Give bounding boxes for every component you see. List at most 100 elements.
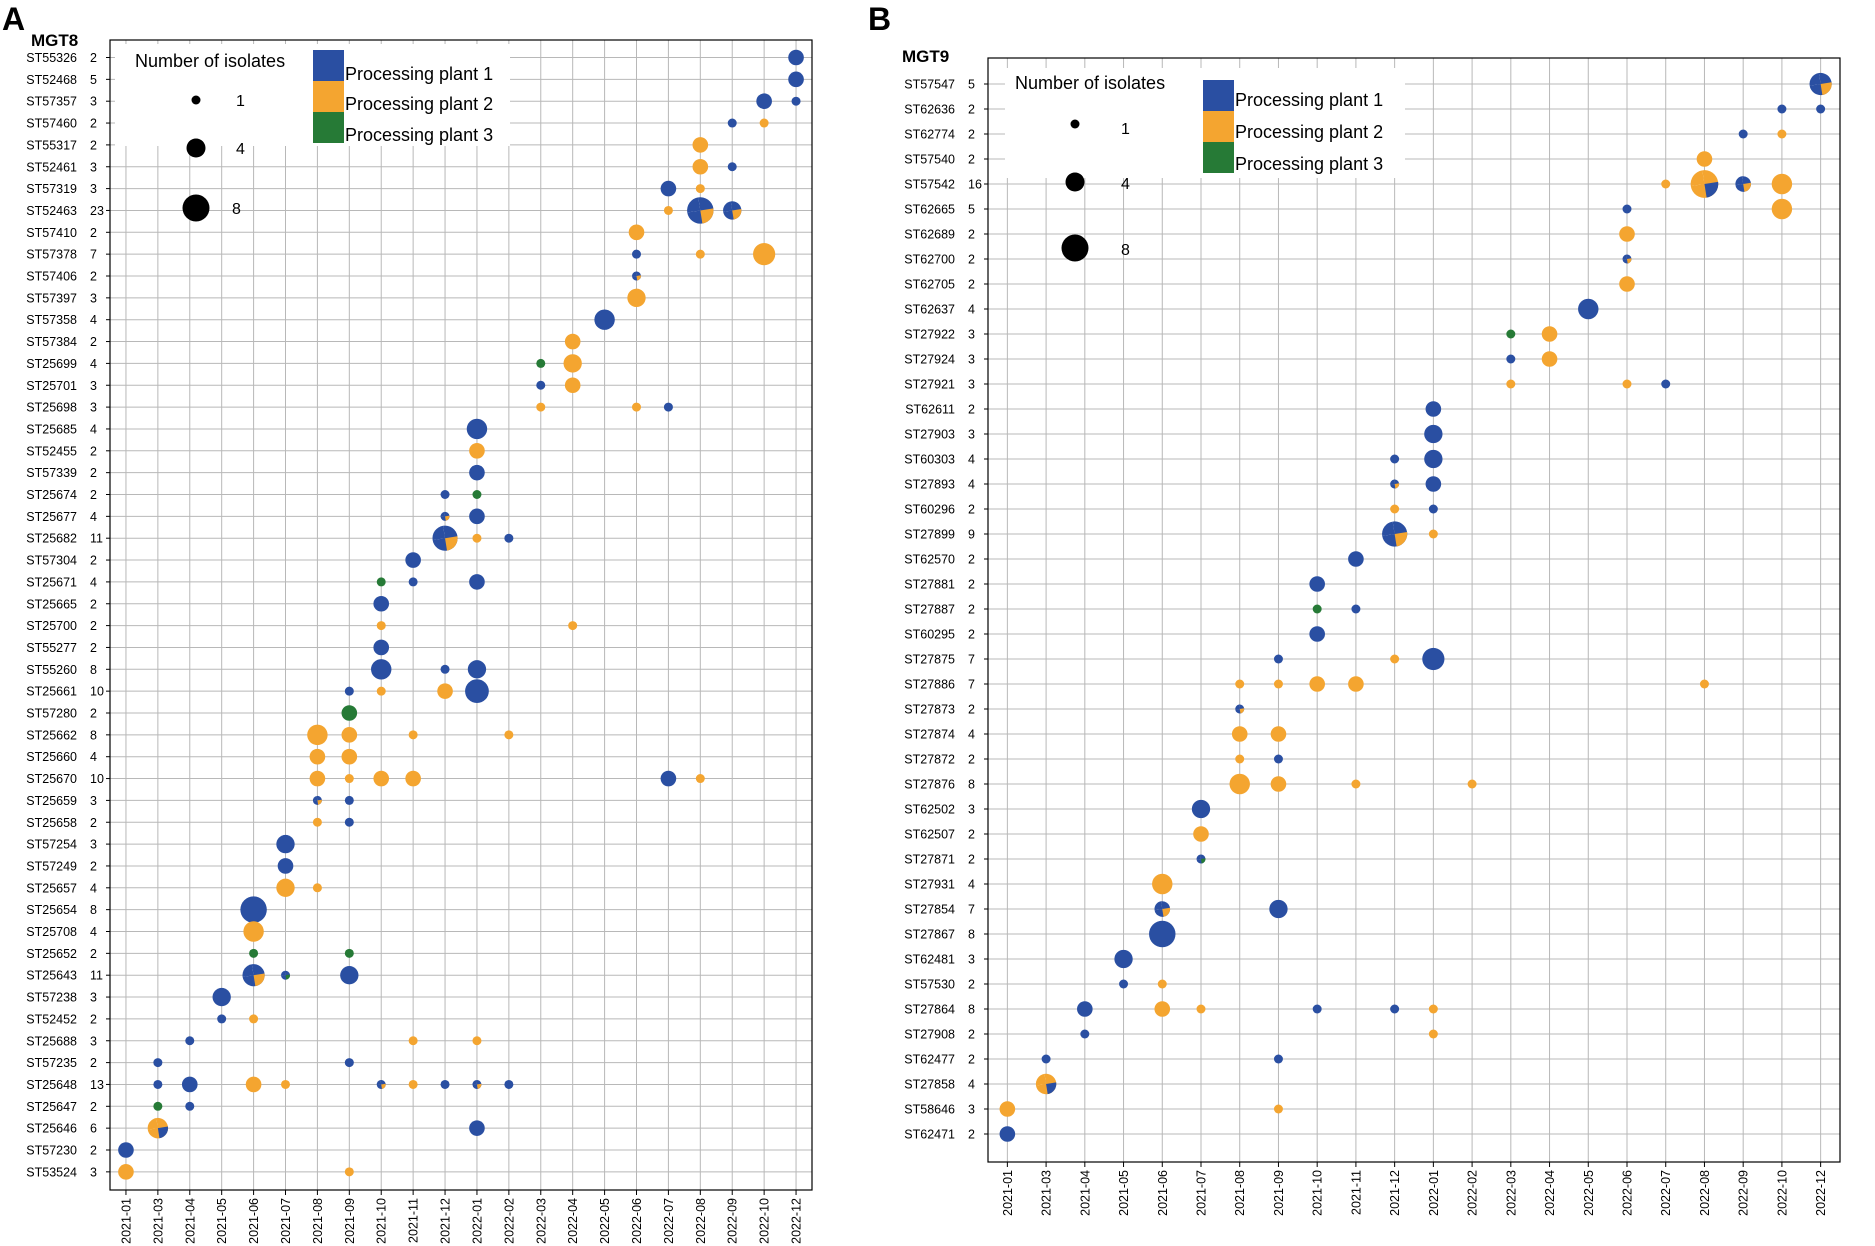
b-xtick-2022-12: 2022-12 bbox=[1814, 1170, 1828, 1216]
a-count-ST55326: 2 bbox=[90, 51, 97, 65]
b-point-ST27872-2021-08 bbox=[1235, 754, 1245, 764]
a-count-ST25685: 4 bbox=[90, 422, 97, 436]
a-point-ST52463-2022-07 bbox=[663, 205, 673, 215]
b-point-ST27871-2021-07-part-2 bbox=[1201, 858, 1206, 864]
b-ytick-ST27908: ST27908 bbox=[904, 1028, 955, 1042]
a-point-ST57357-2022-12 bbox=[791, 96, 801, 106]
a-count-ST25647: 2 bbox=[90, 1100, 97, 1114]
a-count-ST55277: 2 bbox=[90, 641, 97, 655]
a-ytick-ST25658: ST25658 bbox=[26, 816, 77, 830]
b-point-ST57542-2022-09-part-2 bbox=[1743, 182, 1751, 192]
a-point-ST25698-2022-06 bbox=[632, 402, 641, 412]
a-xtick-2021-04: 2021-04 bbox=[183, 1198, 197, 1244]
b-point-ST27921-2022-06 bbox=[1622, 379, 1632, 389]
a-point-ST57406-2022-06-part-1b bbox=[632, 271, 637, 277]
a-point-ST57238-2021-05 bbox=[212, 987, 231, 1007]
b-point-ST27858-2021-03-part-2 bbox=[1046, 1082, 1057, 1095]
a-point-ST25648-2021-11 bbox=[408, 1079, 418, 1089]
a-ytick-ST55326: ST55326 bbox=[26, 51, 77, 65]
b-xtick-2022-02: 2022-02 bbox=[1466, 1170, 1480, 1216]
a-xtick-2021-10: 2021-10 bbox=[375, 1198, 389, 1244]
b-ytick-ST62774: ST62774 bbox=[904, 128, 955, 142]
a-ytick-ST25654: ST25654 bbox=[26, 903, 77, 917]
b-xtick-2022-07: 2022-07 bbox=[1659, 1170, 1673, 1216]
b-ytick-ST27854: ST27854 bbox=[904, 903, 955, 917]
a-xtick-2021-08: 2021-08 bbox=[311, 1198, 325, 1244]
a-ytick-ST52468: ST52468 bbox=[26, 73, 77, 87]
b-ytick-ST62471: ST62471 bbox=[904, 1128, 955, 1142]
legend-b-plant2-label: Processing plant 2 bbox=[1235, 122, 1383, 142]
a-ytick-ST57397: ST57397 bbox=[26, 291, 77, 305]
a-point-ST52455-2022-01 bbox=[469, 443, 485, 459]
a-point-ST57357-2022-10 bbox=[756, 93, 772, 109]
b-point-ST57542-2022-08-part-2 bbox=[1704, 181, 1719, 198]
b-point-ST57542-2022-10 bbox=[1771, 173, 1793, 195]
a-point-ST25661-2022-01 bbox=[465, 679, 489, 704]
a-count-ST25652: 2 bbox=[90, 947, 97, 961]
b-point-ST27871-2021-07 bbox=[1196, 854, 1206, 864]
a-point-ST25699-2022-03 bbox=[536, 358, 546, 368]
b-ytick-ST58646: ST58646 bbox=[904, 1103, 955, 1117]
b-count-ST62611: 2 bbox=[968, 403, 975, 417]
legend-b-plant2-swatch bbox=[1203, 111, 1234, 142]
a-point-ST57460-2022-09 bbox=[727, 118, 737, 128]
a-point-ST52468-2022-12 bbox=[788, 71, 804, 88]
a-ytick-ST25647: ST25647 bbox=[26, 1100, 77, 1114]
a-point-ST25670-2021-11 bbox=[405, 770, 421, 787]
a-point-ST57230-2021-01 bbox=[118, 1142, 134, 1158]
a-point-ST25648-2022-01 bbox=[472, 1079, 482, 1089]
panel-b-letter: B bbox=[868, 1, 891, 37]
b-point-ST27876-2021-09 bbox=[1270, 776, 1287, 792]
a-point-ST52461-2022-08 bbox=[692, 158, 709, 175]
b-ytick-ST62689: ST62689 bbox=[904, 228, 955, 242]
b-point-ST27886-2021-09 bbox=[1273, 679, 1283, 689]
b-point-ST62477-2021-09 bbox=[1273, 1054, 1283, 1064]
a-count-ST57280: 2 bbox=[90, 707, 97, 721]
b-ytick-ST27872: ST27872 bbox=[904, 753, 955, 767]
a-point-ST57280-2021-09 bbox=[341, 705, 358, 721]
a-ytick-ST25682: ST25682 bbox=[26, 532, 77, 546]
b-point-ST60303-2021-12 bbox=[1390, 454, 1400, 464]
a-count-ST25674: 2 bbox=[90, 488, 97, 502]
b-point-ST27881-2021-10 bbox=[1309, 576, 1325, 592]
a-xtick-2021-03: 2021-03 bbox=[151, 1198, 165, 1244]
b-ytick-ST62700: ST62700 bbox=[904, 253, 955, 267]
b-plot-frame bbox=[987, 57, 1841, 1163]
b-point-ST27924-2022-03 bbox=[1506, 354, 1516, 364]
legend-b-plant3-label: Processing plant 3 bbox=[1235, 154, 1383, 174]
a-point-ST25698-2022-07 bbox=[663, 402, 673, 412]
legend-a-plant1-swatch bbox=[313, 50, 344, 81]
b-count-ST27886: 7 bbox=[968, 678, 975, 692]
b-count-ST27854: 7 bbox=[968, 903, 975, 917]
a-point-ST57384-2022-04 bbox=[564, 333, 581, 350]
a-point-ST57378-2022-06 bbox=[632, 249, 641, 259]
a-point-ST57254-2021-07 bbox=[276, 834, 295, 854]
a-count-ST25659: 3 bbox=[90, 794, 97, 808]
b-point-ST27854-2021-06-part-1b bbox=[1154, 901, 1163, 911]
b-count-ST27876: 8 bbox=[968, 778, 975, 792]
b-point-ST27874-2021-08 bbox=[1231, 726, 1248, 742]
a-count-ST55317: 2 bbox=[90, 138, 97, 152]
a-ytick-ST25657: ST25657 bbox=[26, 881, 77, 895]
a-ytick-ST25670: ST25670 bbox=[26, 772, 77, 786]
a-point-ST25643-2021-07 bbox=[281, 970, 291, 980]
a-count-ST25688: 3 bbox=[90, 1034, 97, 1048]
a-point-ST25671-2022-01 bbox=[469, 574, 485, 590]
a-point-ST57460-2022-10 bbox=[759, 118, 769, 128]
b-count-ST62636: 2 bbox=[968, 103, 975, 117]
a-point-ST25670-2021-08 bbox=[309, 770, 326, 787]
a-point-ST25643-2021-07-part-1b bbox=[281, 970, 286, 976]
a-point-ST53524-2021-01 bbox=[118, 1164, 134, 1180]
b-point-ST57542-2022-08-part-1b bbox=[1690, 170, 1705, 187]
a-point-ST57378-2022-10 bbox=[753, 243, 776, 266]
a-point-ST57304-2021-11 bbox=[405, 552, 421, 568]
b-count-ST60295: 2 bbox=[968, 628, 975, 642]
a-point-ST25671-2021-10 bbox=[376, 577, 386, 587]
b-point-ST62477-2021-03 bbox=[1041, 1054, 1051, 1064]
b-point-ST27924-2022-04 bbox=[1541, 351, 1558, 367]
a-ytick-ST55277: ST55277 bbox=[26, 641, 77, 655]
b-point-ST27872-2021-09 bbox=[1273, 754, 1283, 764]
a-point-ST25677-2021-12-part-1b bbox=[440, 511, 446, 518]
b-point-ST27899-2022-01 bbox=[1428, 529, 1438, 539]
a-count-ST52452: 2 bbox=[90, 1012, 97, 1026]
